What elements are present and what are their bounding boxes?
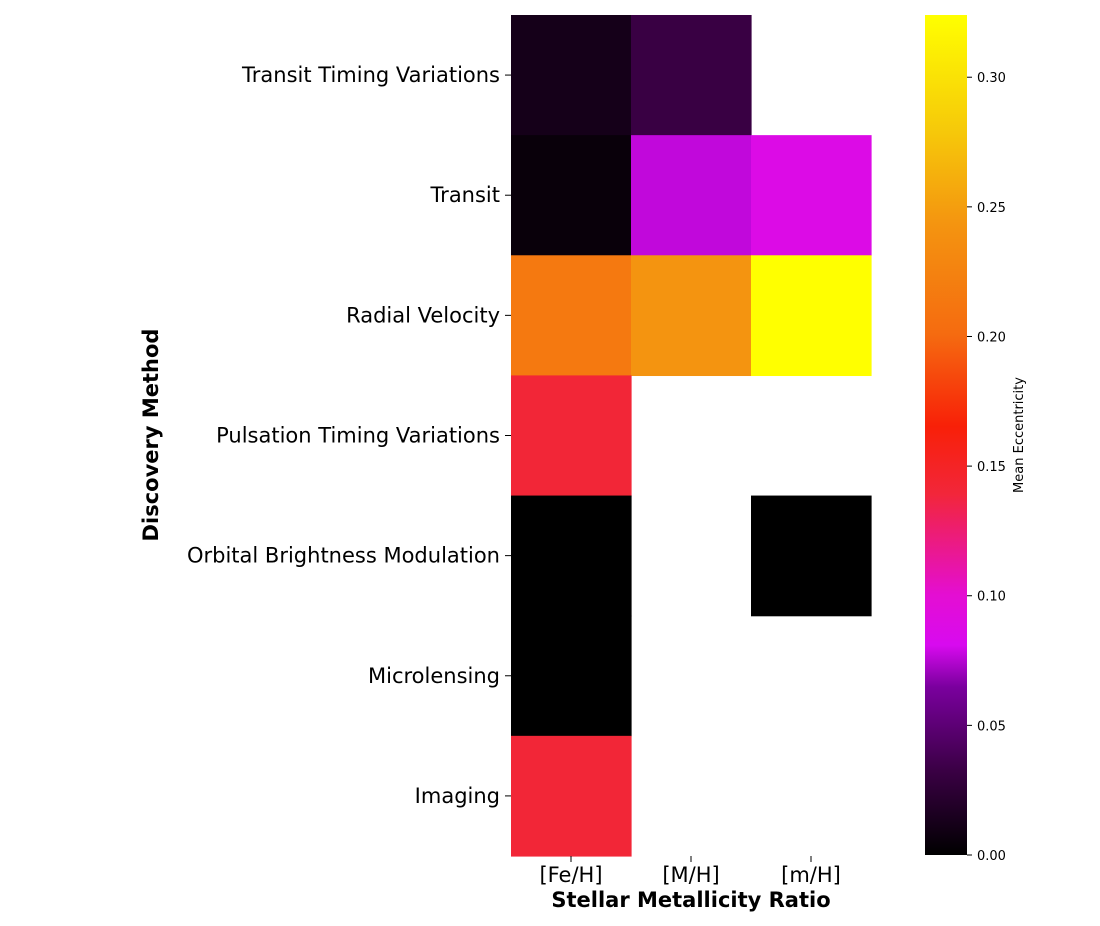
heatmap-cell [511,615,632,737]
heatmap-cell [511,135,632,256]
heatmap-cell [511,15,632,136]
x-tick-labels: [Fe/H] [M/H] [m/H] [539,855,841,887]
heatmap-cell [511,735,632,857]
colorbar-tick-label: 0.00 [977,849,1006,864]
colorbar-tick-label: 0.20 [977,330,1006,345]
colorbar-tick-label: 0.30 [977,71,1006,86]
heatmap-cell [751,255,872,377]
x-tick-label: [M/H] [662,863,719,887]
heatmap-cell [511,255,632,377]
heatmap-cells [511,15,872,857]
heatmap-cell [631,135,752,256]
y-tick-label: Transit Timing Variations [241,63,500,87]
heatmap-cell [631,255,752,377]
heatmap-cell [751,135,872,256]
x-tick-label: [m/H] [781,863,841,887]
colorbar-tick-label: 0.10 [977,590,1006,605]
heatmap-cell [511,375,632,497]
colorbar-tick-label: 0.15 [977,460,1006,475]
heatmap-cell [751,495,872,617]
y-tick-label: Microlensing [368,664,500,688]
y-tick-label: Transit [429,183,500,207]
heatmap-cell [511,495,632,617]
x-tick-label: [Fe/H] [539,863,602,887]
y-tick-label: Radial Velocity [346,303,500,327]
y-tick-label: Orbital Brightness Modulation [187,544,500,568]
colorbar-ticks: 0.00 0.05 0.10 0.15 0.20 0.25 0.30 [967,71,1006,864]
y-axis-label: Discovery Method [139,329,163,542]
colorbar-label: Mean Eccentricity [1012,377,1027,493]
y-tick-labels: Transit Timing Variations Transit Radial V… [187,63,511,808]
colorbar-gradient [925,15,967,855]
x-axis-label: Stellar Metallicity Ratio [551,888,830,912]
colorbar-tick-label: 0.05 [977,719,1006,734]
y-tick-label: Imaging [415,784,500,808]
colorbar-tick-label: 0.25 [977,201,1006,216]
colorbar: 0.00 0.05 0.10 0.15 0.20 0.25 0.30 Mean Eccent… [925,15,1027,864]
y-tick-label: Pulsation Timing Variations [216,423,500,447]
heatmap-cell [631,15,752,136]
